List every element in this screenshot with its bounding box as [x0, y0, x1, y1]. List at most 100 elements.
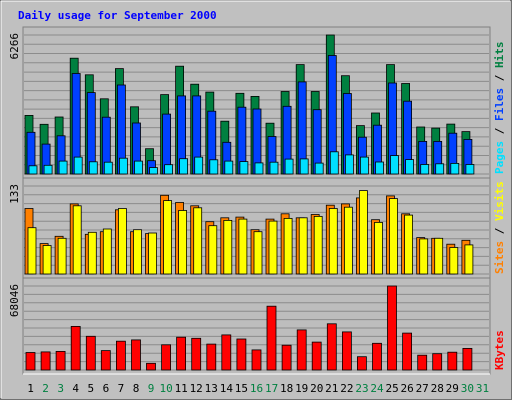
bar-kbytes-day-6 — [100, 350, 111, 371]
day-label-20: 20 — [310, 382, 323, 395]
bar-visits-day-18 — [283, 217, 293, 275]
bar-kbytes-day-16 — [251, 349, 262, 371]
bar-pages-day-1 — [28, 165, 38, 175]
day-label-7: 7 — [118, 382, 125, 395]
panel-kbytes-legend: KBytes — [493, 330, 506, 370]
legend-entry: KBytes — [493, 330, 506, 370]
panel-kbytes-max-label: 68046 — [8, 284, 21, 317]
bar-visits-day-9 — [148, 232, 157, 275]
bar-kbytes-day-9 — [146, 362, 156, 371]
bar-pages-day-23 — [359, 156, 369, 175]
bar-visits-day-1 — [27, 227, 37, 275]
bar-visits-day-28 — [434, 237, 444, 275]
day-label-28: 28 — [431, 382, 444, 395]
day-label-23: 23 — [355, 382, 368, 395]
bar-visits-day-29 — [449, 247, 459, 275]
day-label-15: 15 — [235, 382, 248, 395]
day-label-29: 29 — [446, 382, 459, 395]
bar-visits-day-8 — [133, 229, 142, 275]
bar-visits-day-22 — [343, 206, 353, 275]
bar-visits-day-11 — [178, 210, 188, 275]
bar-pages-day-5 — [88, 161, 98, 175]
bar-kbytes-day-27 — [417, 354, 428, 371]
day-label-9: 9 — [148, 382, 155, 395]
bar-kbytes-day-19 — [296, 329, 307, 371]
bar-kbytes-day-29 — [447, 351, 458, 371]
bar-pages-day-29 — [450, 162, 460, 175]
legend-entry: Pages — [493, 141, 506, 174]
bar-visits-day-13 — [208, 225, 218, 275]
day-label-22: 22 — [340, 382, 353, 395]
bar-pages-day-24 — [375, 161, 384, 175]
day-label-10: 10 — [159, 382, 172, 395]
bar-pages-day-3 — [58, 160, 68, 175]
day-label-14: 14 — [220, 382, 234, 395]
bar-pages-day-2 — [43, 164, 53, 175]
bar-pages-day-6 — [103, 161, 113, 175]
panel-kbytes-bars — [25, 285, 473, 371]
bar-pages-day-15 — [239, 161, 249, 175]
bar-kbytes-day-21 — [326, 323, 337, 371]
panel-visits-max-label: 133 — [8, 184, 21, 204]
bar-visits-day-10 — [163, 200, 173, 275]
x-axis-day-labels: 1 2 3 4 5 6 7 8 9 10 11 12 13 14 15 16 17 18 19 20 21 22 23 24 2… — [27, 382, 489, 395]
day-label-16: 16 — [250, 382, 263, 395]
bar-visits-day-7 — [118, 208, 127, 275]
bar-pages-day-12 — [194, 156, 204, 175]
bar-kbytes-day-8 — [131, 339, 141, 371]
bar-visits-day-16 — [253, 231, 263, 275]
bar-pages-day-10 — [164, 164, 174, 175]
bar-visits-day-4 — [72, 205, 82, 275]
day-label-18: 18 — [280, 382, 293, 395]
bar-visits-day-19 — [298, 217, 308, 275]
day-label-26: 26 — [400, 382, 413, 395]
bar-pages-day-14 — [224, 160, 234, 175]
chart-panels: 6266 Pages / Files / Hits 133 Sites / Visit… — [8, 26, 506, 375]
bar-pages-day-9 — [149, 167, 158, 175]
panel-visits: 133 Sites / Visits — [8, 177, 506, 279]
legend-entry: Hits — [493, 42, 506, 69]
day-label-2: 2 — [42, 382, 49, 395]
bar-kbytes-day-25 — [387, 285, 397, 371]
bar-visits-day-24 — [374, 221, 383, 275]
bar-kbytes-day-30 — [462, 347, 473, 371]
bar-pages-day-21 — [329, 151, 339, 175]
bar-visits-day-2 — [42, 245, 52, 275]
bar-visits-day-30 — [464, 244, 474, 275]
bar-pages-day-13 — [209, 159, 219, 175]
bar-visits-day-3 — [57, 237, 67, 275]
bar-pages-day-27 — [420, 164, 430, 175]
panel-hits-legend: Pages / Files / Hits — [493, 42, 506, 175]
day-label-11: 11 — [175, 382, 188, 395]
bar-visits-day-27 — [419, 238, 429, 275]
legend-entry: Visits — [493, 181, 506, 221]
day-label-31: 31 — [476, 382, 489, 395]
bar-kbytes-day-22 — [341, 331, 352, 371]
day-label-21: 21 — [325, 382, 338, 395]
day-label-3: 3 — [57, 382, 64, 395]
day-label-8: 8 — [133, 382, 140, 395]
bar-kbytes-day-11 — [176, 336, 187, 371]
bar-visits-day-14 — [223, 219, 233, 275]
bar-kbytes-day-7 — [116, 340, 126, 371]
bar-kbytes-day-26 — [402, 332, 413, 371]
bar-pages-day-22 — [344, 154, 354, 175]
panel-hits-max-label: 6266 — [8, 33, 21, 60]
bar-pages-day-28 — [435, 163, 445, 175]
day-label-1: 1 — [27, 382, 34, 395]
bar-visits-day-25 — [389, 198, 398, 275]
bar-kbytes-day-12 — [191, 337, 202, 371]
bar-pages-day-19 — [299, 158, 309, 175]
legend-entry: / — [493, 121, 506, 141]
bar-pages-day-7 — [119, 157, 128, 175]
bar-pages-day-26 — [405, 159, 415, 175]
bar-visits-day-5 — [87, 231, 97, 275]
panel-hits: 6266 Pages / Files / Hits — [8, 26, 506, 179]
bar-kbytes-day-17 — [266, 305, 277, 371]
bar-kbytes-day-24 — [372, 342, 382, 371]
bar-visits-day-21 — [328, 208, 338, 275]
bar-pages-day-25 — [390, 155, 399, 175]
bar-kbytes-day-14 — [221, 334, 232, 371]
bar-visits-day-12 — [193, 207, 203, 275]
